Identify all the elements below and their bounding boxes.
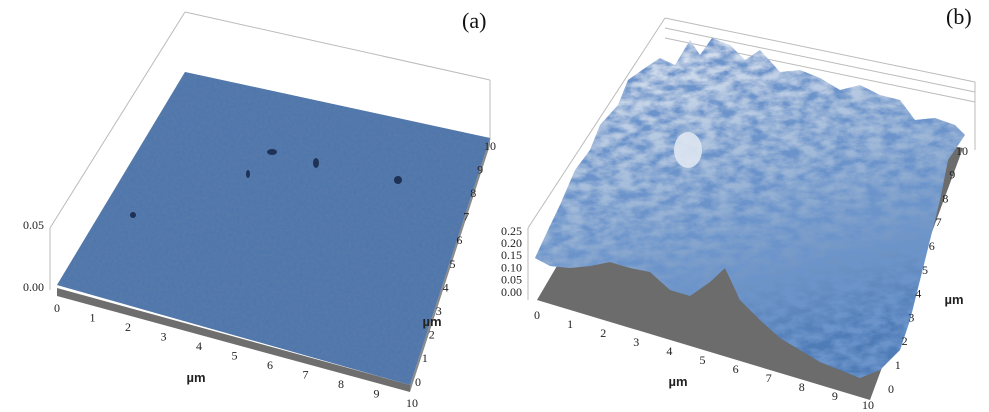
y-tick-label: 8 <box>470 186 476 200</box>
x-tick-label: 8 <box>799 380 805 394</box>
y-tick-label: 7 <box>936 215 942 229</box>
y-tick-label: 6 <box>929 239 935 253</box>
z-tick-label: 0.20 <box>501 236 522 250</box>
x-tick-label: 3 <box>161 329 167 343</box>
y-tick-label: 8 <box>942 191 948 205</box>
x-tick-label: 3 <box>633 335 639 349</box>
z-tick-label: 0.05 <box>501 273 522 287</box>
y-tick-label: 0 <box>888 382 894 396</box>
y-tick-label: 10 <box>956 144 968 158</box>
y-axis-unit: µm <box>944 292 963 307</box>
x-tick-label: 1 <box>567 317 573 331</box>
x-axis-unit: µm <box>186 370 205 385</box>
z-tick-label: 0.10 <box>501 260 522 274</box>
y-tick-label: 9 <box>477 162 483 176</box>
z-tick-label: 0.05 <box>23 218 44 232</box>
y-tick-label: 5 <box>450 257 456 271</box>
x-tick-label: 2 <box>600 326 606 340</box>
y-tick-label: 4 <box>915 287 921 301</box>
y-tick-label: 2 <box>902 334 908 348</box>
x-tick-label: 10 <box>406 396 418 410</box>
y-tick-label: 2 <box>429 328 435 342</box>
x-axis-unit: µm <box>668 374 687 389</box>
x-tick-label: 4 <box>196 339 202 353</box>
y-tick-label: 1 <box>422 351 428 365</box>
x-tick-label: 6 <box>267 358 273 372</box>
z-tick-label: 0.15 <box>501 248 522 262</box>
y-axis-unit: µm <box>422 314 441 329</box>
z-tick-label: 0.25 <box>501 224 522 238</box>
x-tick-label: 4 <box>666 344 672 358</box>
x-tick-label: 0 <box>534 308 540 322</box>
x-tick-label: 7 <box>766 371 772 385</box>
x-tick-label: 5 <box>232 348 238 362</box>
x-tick-label: 9 <box>374 386 380 400</box>
panel-label: (a) <box>462 8 486 33</box>
x-tick-label: 7 <box>303 367 309 381</box>
y-tick-label: 9 <box>949 168 955 182</box>
x-tick-label: 6 <box>733 362 739 376</box>
y-tick-label: 5 <box>922 263 928 277</box>
x-tick-label: 2 <box>125 320 131 334</box>
z-tick-label: 0.00 <box>23 280 44 294</box>
y-tick-label: 6 <box>456 233 462 247</box>
panel-label: (b) <box>946 4 972 29</box>
figure: (a) (b) 0.000.05012345678910012345678910… <box>0 0 989 412</box>
y-tick-label: 1 <box>895 358 901 372</box>
x-tick-label: 5 <box>700 353 706 367</box>
y-tick-label: 0 <box>415 375 421 389</box>
x-tick-label: 8 <box>338 377 344 391</box>
panel-a-surface <box>57 72 490 385</box>
x-tick-label: 0 <box>54 301 60 315</box>
y-tick-label: 10 <box>484 139 496 153</box>
x-tick-label: 1 <box>90 310 96 324</box>
y-tick-label: 3 <box>908 310 914 324</box>
y-tick-label: 4 <box>443 280 449 294</box>
x-tick-label: 9 <box>832 389 838 403</box>
y-tick-label: 7 <box>463 210 469 224</box>
panel-b-peak <box>674 132 702 168</box>
z-tick-label: 0.00 <box>501 285 522 299</box>
x-tick-label: 10 <box>862 398 874 412</box>
